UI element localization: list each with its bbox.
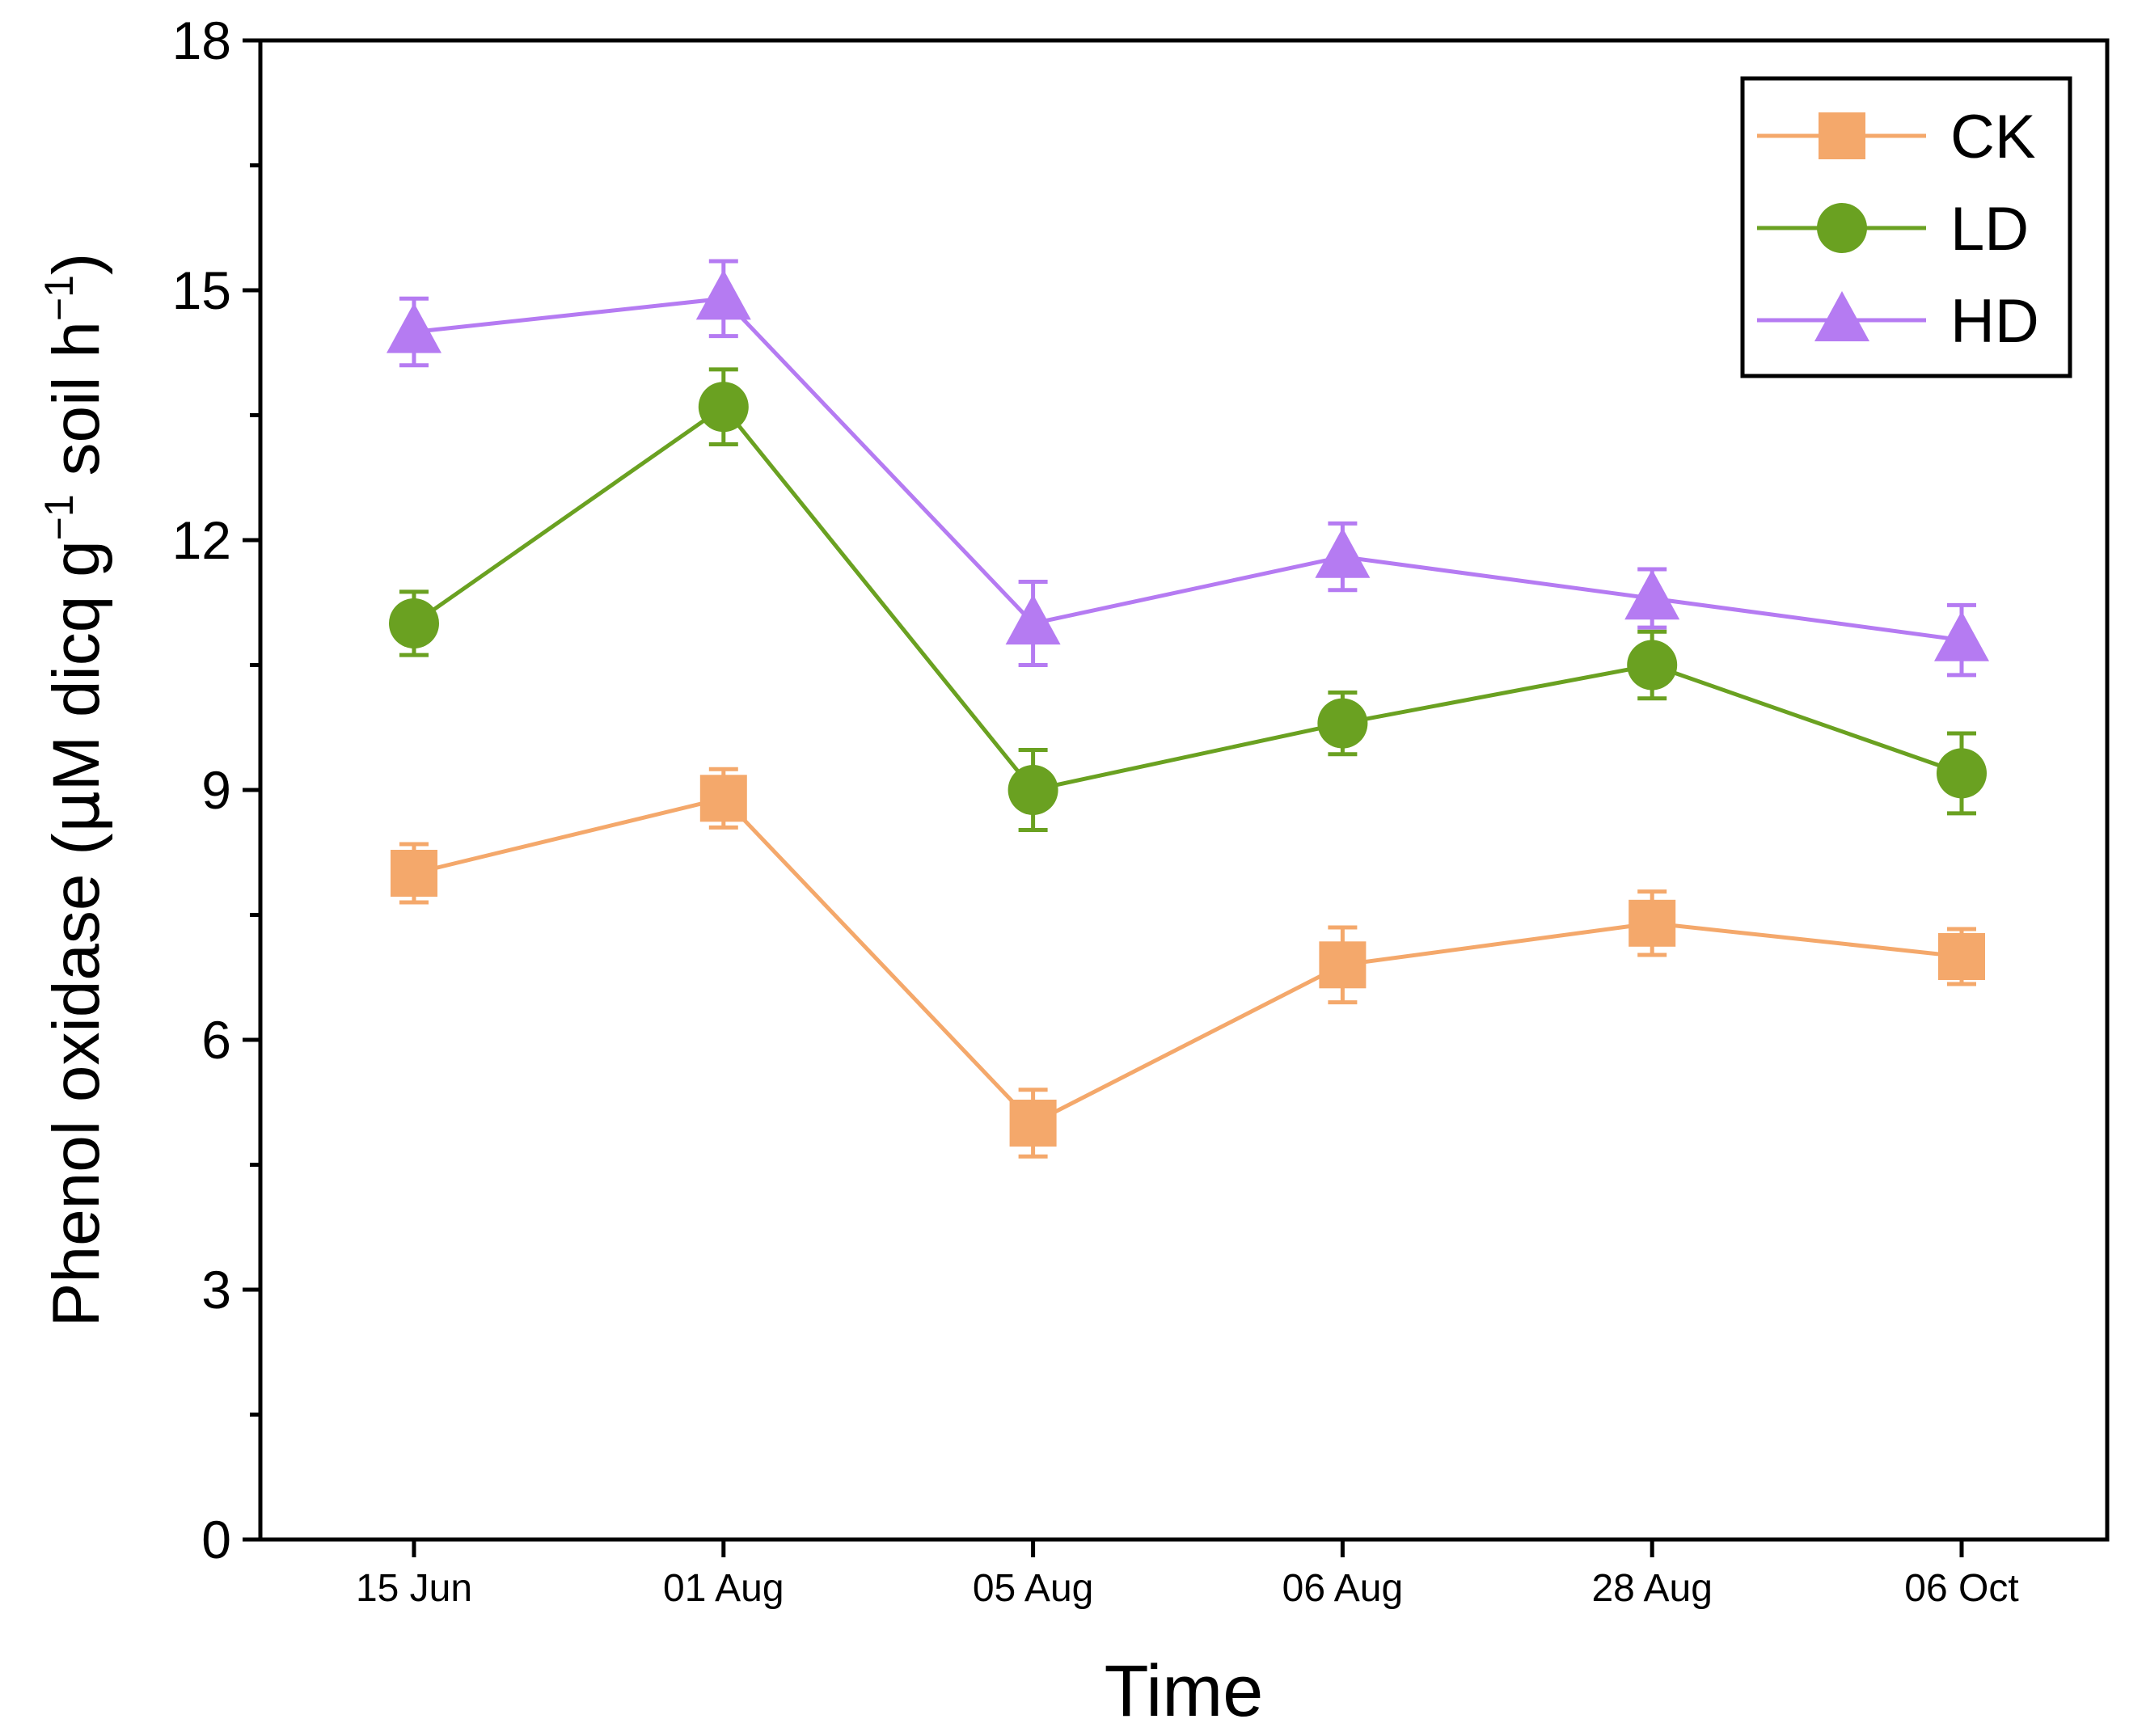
y-tick-label: 0 xyxy=(201,1510,231,1569)
x-tick-label: 28 Aug xyxy=(1591,1567,1712,1610)
x-tick-label: 05 Aug xyxy=(973,1567,1093,1610)
y-axis-title-sup1: −1 xyxy=(36,494,82,540)
y-axis-title-mu: μ xyxy=(38,791,115,833)
legend-label-ck: CK xyxy=(1950,103,2036,171)
y-axis-title-sup2: −1 xyxy=(36,275,82,321)
data-point-ck xyxy=(1629,899,1676,947)
legend-label-hd: HD xyxy=(1950,287,2039,356)
data-point-ld xyxy=(698,382,749,433)
data-point-ld xyxy=(1008,765,1058,815)
x-tick-label: 06 Aug xyxy=(1282,1567,1403,1610)
x-tick-label: 15 Jun xyxy=(356,1567,472,1610)
y-tick-label: 15 xyxy=(172,260,231,320)
data-point-ck xyxy=(1319,941,1367,989)
data-point-ck xyxy=(699,775,747,822)
legend-marker-ck xyxy=(1819,112,1865,159)
y-tick-label: 6 xyxy=(201,1010,231,1070)
legend-label-ld: LD xyxy=(1950,195,2029,264)
series-ck xyxy=(391,767,1985,1159)
series-line-ld xyxy=(412,403,1962,792)
legend-marker-hd xyxy=(1814,291,1869,342)
y-axis-title-close: ) xyxy=(40,253,113,275)
data-point-ld xyxy=(1937,748,1987,799)
y-axis-title-unit1: M dicq g xyxy=(40,540,113,791)
series-layer xyxy=(387,259,1989,1159)
x-axis-title: Time xyxy=(1105,1651,1264,1732)
series-ld xyxy=(389,367,1987,832)
data-point-hd xyxy=(387,302,441,353)
series-hd xyxy=(387,259,1989,678)
legend-item-ck: CK xyxy=(1757,103,2036,171)
legend-item-ld: LD xyxy=(1757,195,2029,264)
data-point-ld xyxy=(1317,698,1368,749)
y-tick-label: 9 xyxy=(201,760,231,820)
y-tick-label: 18 xyxy=(172,11,231,70)
data-point-hd xyxy=(1624,569,1680,620)
x-tick-label: 01 Aug xyxy=(663,1567,784,1610)
legend: CK LD HD xyxy=(1740,76,2072,378)
data-point-ld xyxy=(389,598,439,648)
x-tick-label: 06 Oct xyxy=(1904,1567,2018,1610)
y-axis-title-main: Phenol oxidase ( xyxy=(40,833,113,1327)
axis-layer: 0 3 6 9 12 15 18 15 Jun 01 Aug 05 Aug 06 Aug 28 Aug… xyxy=(172,11,2019,1610)
y-tick-label: 3 xyxy=(201,1260,231,1320)
data-point-hd xyxy=(1934,610,1989,661)
legend-item-hd: HD xyxy=(1757,287,2039,356)
y-tick-label: 12 xyxy=(172,510,231,570)
series-line-hd xyxy=(413,296,1962,643)
data-point-hd xyxy=(1315,527,1371,578)
series-line-ck xyxy=(413,796,1962,1126)
y-axis-title: Phenol oxidase (μM dicq g−1 soil h−1) xyxy=(36,253,115,1327)
legend-items: CK LD HD xyxy=(1757,103,2039,356)
data-point-hd xyxy=(1005,594,1061,645)
legend-marker-ld xyxy=(1817,203,1867,253)
y-axis-title-unit2: soil h xyxy=(40,321,113,494)
data-point-ck xyxy=(1009,1100,1057,1147)
data-point-ck xyxy=(1938,933,1985,980)
data-point-ld xyxy=(1627,640,1678,691)
data-point-ck xyxy=(391,850,437,897)
data-point-hd xyxy=(695,269,751,320)
